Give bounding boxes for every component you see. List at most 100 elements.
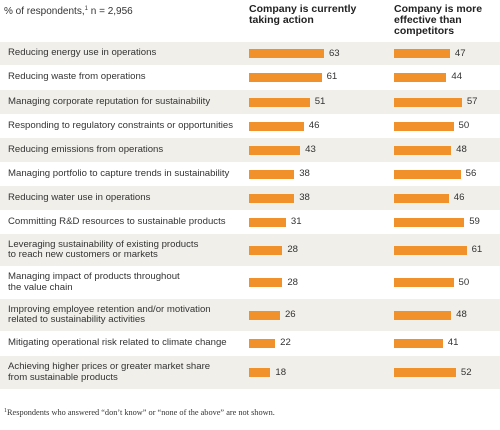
bar-series-2 [394,311,452,320]
value-label-series-1: 43 [305,144,316,155]
chart-row: Achieving higher prices or greater marke… [0,356,500,389]
value-label-series-2: 61 [471,244,483,255]
bar-series-1 [249,49,324,58]
category-label: Managing impact of products throughout t… [8,266,248,299]
category-label-text: Managing impact of products throughout t… [8,271,180,293]
category-label-text: Committing R&D resources to sustainable … [8,215,226,227]
category-label: Committing R&D resources to sustainable … [8,210,248,234]
category-label-text: Responding to regulatory constraints or … [8,119,234,131]
chart-row: Responding to regulatory constraints or … [0,114,500,138]
bar-series-1 [249,311,280,320]
bar-series-1 [249,170,295,179]
series-2-header: Company is more effective than competito… [394,3,483,37]
value-label-series-2: 47 [454,48,466,59]
chart-row: Improving employee retention and/or moti… [0,299,500,331]
category-label: Improving employee retention and/or moti… [8,299,248,331]
category-label: Managing portfolio to capture trends in … [8,162,248,186]
category-label: Reducing emissions from operations [8,138,248,162]
bar-series-1 [249,246,283,255]
respondents-header: % of respondents,1 n = 2,956 [4,4,133,17]
bar-series-2 [394,339,443,348]
bar-series-2 [394,278,454,287]
respondents-count: n = 2,956 [87,6,133,17]
value-label-series-2: 41 [447,337,459,348]
bar-series-2 [394,122,454,131]
series-1-header: Company is currently taking action [249,3,357,26]
category-label: Responding to regulatory constraints or … [8,114,248,138]
chart-row: Leveraging sustainability of existing pr… [0,234,500,266]
category-label: Achieving higher prices or greater marke… [8,356,248,389]
footnote: 1Respondents who answered “don’t know” o… [4,408,275,417]
category-label: Reducing energy use in operations [8,42,248,65]
bar-series-2 [394,49,450,58]
bar-series-2 [394,368,456,377]
value-label-series-1: 26 [284,309,296,320]
value-label-series-2: 48 [456,309,467,320]
category-label: Mitigating operational risk related to c… [8,331,248,355]
category-label-text: Mitigating operational risk related to c… [8,336,227,348]
chart-row: Committing R&D resources to sustainable … [0,210,500,234]
category-label-text: Reducing energy use in operations [8,47,157,59]
value-label-series-1: 28 [287,244,298,255]
value-label-series-1: 61 [326,71,338,82]
value-label-series-1: 46 [308,120,320,131]
category-label: Leveraging sustainability of existing pr… [8,234,248,266]
value-label-series-2: 50 [458,120,470,131]
bar-series-1 [249,122,304,131]
footnote-marker: 1 [84,6,88,12]
category-label-text: Reducing waste from operations [8,70,146,82]
value-label-series-1: 51 [314,96,326,107]
bar-series-1 [249,194,295,203]
value-label-series-1: 38 [299,168,310,179]
category-label-text: Managing corporate reputation for sustai… [8,95,211,107]
bar-series-1 [249,368,271,377]
value-label-series-2: 48 [456,144,467,155]
bar-series-2 [394,73,447,82]
category-label-text: Achieving higher prices or greater marke… [8,361,211,383]
bar-series-2 [394,170,461,179]
bar-series-2 [394,194,449,203]
value-label-series-2: 56 [465,168,477,179]
footnote-number: 1 [4,408,7,414]
chart-row: Mitigating operational risk related to c… [0,331,500,355]
value-label-series-1: 31 [290,216,302,227]
category-label-text: Leveraging sustainability of existing pr… [8,238,199,260]
bar-series-2 [394,98,462,107]
bar-series-1 [249,73,322,82]
bar-series-1 [249,146,301,155]
footnote-text: Respondents who answered “don’t know” or… [7,408,275,417]
bar-series-2 [394,146,452,155]
chart-row: Reducing energy use in operations 63 47 [0,42,500,65]
category-label: Managing corporate reputation for sustai… [8,90,248,114]
value-label-series-1: 18 [275,367,287,378]
bar-series-1 [249,339,276,348]
category-label-text: Reducing water use in operations [8,191,151,203]
chart-row: Reducing water use in operations 38 46 [0,186,500,210]
value-label-series-2: 44 [451,71,463,82]
value-label-series-1: 28 [287,277,298,288]
value-label-series-1: 63 [328,48,340,59]
category-label-text: Reducing emissions from operations [8,143,164,155]
chart-row: Managing corporate reputation for sustai… [0,90,500,114]
bar-series-1 [249,218,286,227]
category-label: Reducing waste from operations [8,65,248,89]
value-label-series-2: 50 [458,277,470,288]
value-label-series-1: 38 [299,192,310,203]
value-label-series-2: 59 [469,216,480,227]
bar-series-1 [249,98,310,107]
bar-series-1 [249,278,283,287]
category-label: Reducing water use in operations [8,186,248,210]
chart-row: Reducing emissions from operations 43 48 [0,138,500,162]
chart-row: Managing impact of products throughout t… [0,266,500,299]
bar-series-2 [394,246,467,255]
value-label-series-1: 22 [280,337,291,348]
chart-row: Reducing waste from operations 61 44 [0,65,500,89]
respondents-label: % of respondents, [4,6,85,17]
value-label-series-2: 52 [460,367,472,378]
category-label-text: Managing portfolio to capture trends in … [8,167,230,179]
value-label-series-2: 46 [453,192,465,203]
category-label-text: Improving employee retention and/or moti… [8,303,211,325]
chart-row: Managing portfolio to capture trends in … [0,162,500,186]
bar-series-2 [394,218,465,227]
